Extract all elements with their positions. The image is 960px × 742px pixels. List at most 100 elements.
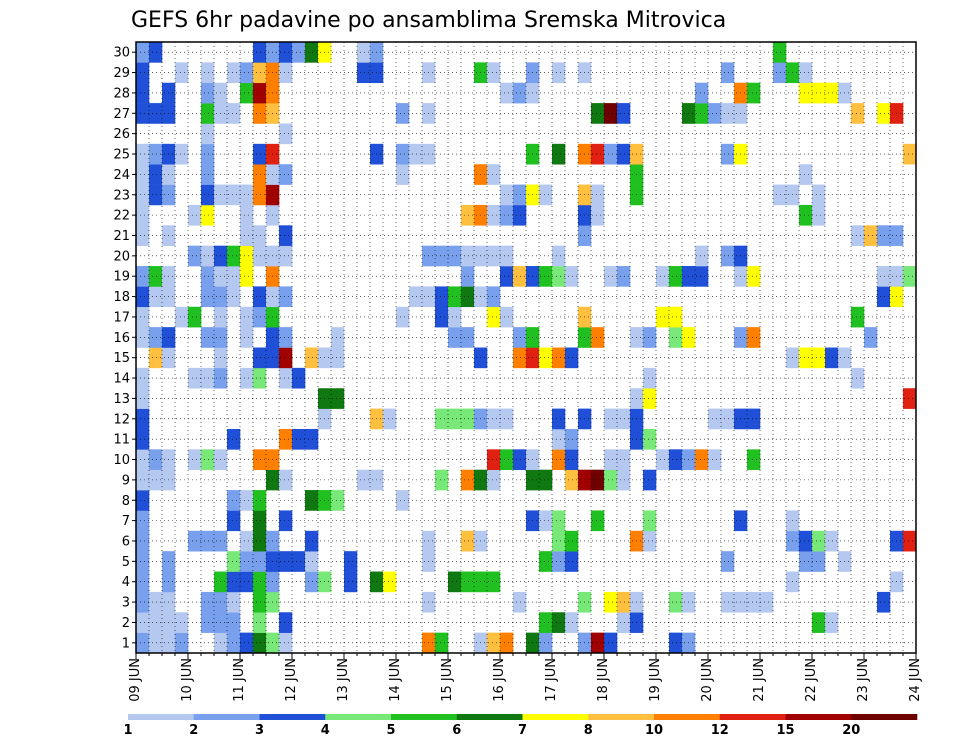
heatmap-cell	[513, 347, 527, 369]
y-tick-label: 4	[122, 575, 130, 590]
heatmap-cell	[253, 632, 267, 654]
heatmap-cell	[695, 103, 709, 124]
heatmap-cell	[435, 632, 449, 654]
heatmap-cell	[201, 367, 215, 389]
heatmap-cell	[279, 510, 293, 532]
color-scale-label: 10	[645, 723, 663, 738]
heatmap-cell	[552, 551, 566, 572]
y-axis-members: 1234567891011121314151617181920212223242…	[113, 46, 136, 651]
heatmap-cell	[253, 143, 267, 165]
heatmap-cell	[331, 490, 345, 511]
heatmap-cell	[136, 388, 150, 409]
heatmap-cell	[799, 204, 813, 226]
heatmap-cell	[500, 266, 514, 287]
heatmap-cell	[188, 245, 202, 267]
heatmap-cell	[149, 286, 163, 308]
heatmap-cell	[565, 347, 579, 369]
heatmap-cell	[799, 164, 813, 185]
color-scale-label: 4	[321, 723, 330, 738]
heatmap-cell	[240, 184, 254, 206]
heatmap-cell	[240, 245, 254, 267]
heatmap-cell	[305, 571, 319, 593]
y-tick-label: 29	[113, 66, 130, 81]
heatmap-cell	[799, 347, 813, 369]
heatmap-cell	[721, 245, 735, 267]
heatmap-cell	[149, 327, 163, 348]
heatmap-cell	[669, 449, 683, 470]
heatmap-cell	[344, 551, 358, 572]
x-tick-label: 17 JUN	[544, 658, 559, 702]
heatmap-cell	[305, 42, 319, 63]
heatmap-cell	[695, 245, 709, 267]
heatmap-cell	[552, 62, 566, 84]
y-tick-label: 16	[113, 331, 130, 346]
heatmap-cell	[448, 327, 462, 348]
heatmap-cell	[201, 327, 215, 348]
heatmap-cell	[331, 347, 345, 369]
y-tick-label: 14	[113, 372, 130, 387]
heatmap-cell	[877, 286, 891, 308]
heatmap-cell	[305, 428, 319, 450]
heatmap-cell	[903, 143, 917, 165]
heatmap-cell	[565, 266, 579, 287]
heatmap-cell	[227, 571, 241, 593]
heatmap-cell	[136, 286, 150, 308]
heatmap-cell	[669, 327, 683, 348]
heatmap-cell	[565, 530, 579, 552]
heatmap-cell	[643, 428, 657, 450]
y-tick-label: 1	[122, 636, 130, 651]
heatmap-cell	[747, 591, 761, 613]
heatmap-cell	[903, 266, 917, 287]
heatmap-cell	[617, 103, 631, 124]
x-tick-label: 11 JUN	[232, 658, 247, 702]
heatmap-cell	[851, 306, 865, 328]
heatmap-cell	[812, 82, 826, 104]
heatmap-cell	[643, 510, 657, 532]
heatmap-cell	[253, 225, 267, 246]
heatmap-cell	[175, 632, 189, 654]
heatmap-cell	[487, 164, 501, 185]
heatmap-cell	[812, 530, 826, 552]
color-scale-label: 20	[842, 723, 860, 738]
heatmap-cell	[253, 306, 267, 328]
heatmap-cell	[903, 388, 917, 409]
heatmap-cell	[487, 632, 501, 654]
color-scale-label: 12	[711, 723, 729, 738]
heatmap-cell	[747, 449, 761, 470]
heatmap-cell	[825, 530, 839, 552]
heatmap-cell	[721, 62, 735, 84]
heatmap-cell	[227, 591, 241, 613]
heatmap-cell	[461, 571, 475, 593]
heatmap-cell	[136, 225, 150, 246]
heatmap-cell	[812, 347, 826, 369]
heatmap-cell	[487, 245, 501, 267]
heatmap-cell	[552, 510, 566, 532]
heatmap-cell	[136, 266, 150, 287]
heatmap-cell	[188, 306, 202, 328]
heatmap-cell	[253, 103, 267, 124]
heatmap-cell	[604, 449, 618, 470]
heatmap-cell	[565, 428, 579, 450]
heatmap-cell	[253, 347, 267, 369]
y-tick-label: 10	[113, 453, 130, 468]
heatmap-cell	[500, 204, 514, 226]
color-scale-swatch	[193, 714, 260, 720]
heatmap-cell	[240, 266, 254, 287]
heatmap-cell	[305, 530, 319, 552]
y-tick-label: 19	[113, 270, 130, 285]
heatmap-cell	[799, 530, 813, 552]
heatmap-cell	[279, 632, 293, 654]
heatmap-cell	[643, 327, 657, 348]
color-scale-swatch	[588, 714, 655, 720]
heatmap-cell	[279, 245, 293, 267]
heatmap-cell	[539, 184, 553, 206]
heatmap-cell	[591, 632, 605, 654]
heatmap-cell	[396, 103, 410, 124]
heatmap-cell	[721, 551, 735, 572]
heatmap-cell	[617, 591, 631, 613]
color-scale-swatch	[719, 714, 786, 720]
heatmap-cell	[201, 286, 215, 308]
heatmap-cell	[513, 327, 527, 348]
heatmap-cell	[539, 266, 553, 287]
heatmap-cell	[617, 449, 631, 470]
